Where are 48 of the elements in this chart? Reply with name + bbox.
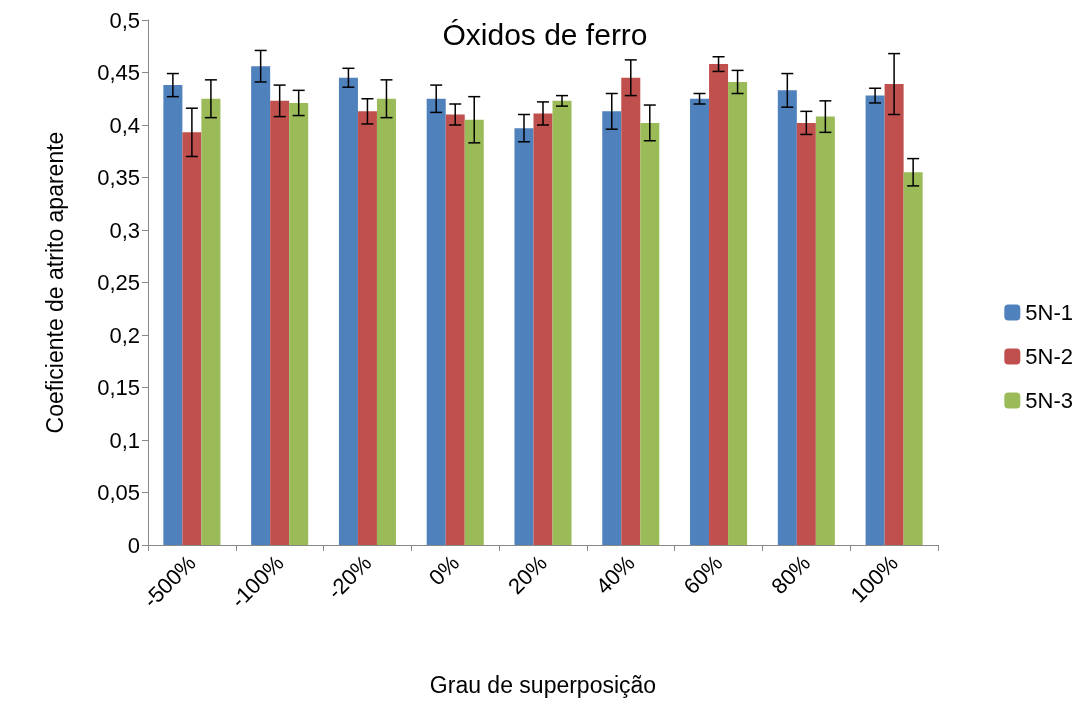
x-tick-label: 40% [590, 550, 640, 599]
y-tick-label: 0,2 [109, 322, 140, 348]
legend-label: 5N-2 [1025, 344, 1073, 369]
y-tick-label: 0,15 [97, 375, 140, 400]
bar [445, 114, 465, 545]
bar [796, 122, 816, 545]
bar [690, 98, 710, 545]
bar [182, 132, 202, 545]
bar [163, 85, 183, 545]
bar [640, 122, 660, 545]
bar [552, 100, 572, 545]
x-tick-label: 60% [678, 550, 728, 599]
bar [357, 111, 377, 545]
bar [464, 119, 484, 545]
y-tick-label: 0,45 [97, 60, 140, 85]
x-tick-label: 80% [766, 550, 816, 599]
bar [270, 100, 290, 545]
bar [903, 172, 923, 545]
bar [709, 64, 729, 545]
y-tick-label: 0,35 [97, 165, 140, 190]
y-tick-label: 0 [127, 532, 140, 558]
bar [201, 98, 221, 545]
bar [621, 77, 641, 545]
x-axis-title: Grau de superposição [429, 671, 657, 698]
bar [251, 66, 271, 545]
bar [728, 81, 748, 545]
y-tick-label: 0,05 [97, 480, 140, 505]
bar [289, 102, 309, 545]
bar [533, 113, 553, 545]
y-tick-label: 0,25 [97, 270, 140, 295]
bar [514, 128, 534, 545]
y-axis-title: Coeficiente de atrito aparente [41, 131, 68, 434]
y-tick-label: 0,5 [109, 7, 140, 33]
bar [777, 90, 797, 545]
y-tick-label: 0,4 [109, 112, 140, 138]
legend-label: 5N-1 [1025, 300, 1073, 325]
y-tick-label: 0,1 [109, 427, 140, 453]
bar [426, 98, 446, 545]
x-tick-label: 0% [423, 550, 465, 591]
y-tick-label: 0,3 [109, 217, 140, 243]
bar [602, 111, 622, 545]
legend-label: 5N-3 [1025, 388, 1073, 413]
bar [376, 98, 396, 545]
bar [815, 116, 835, 545]
chart-title: Óxidos de ferro [442, 17, 648, 51]
bar [338, 77, 358, 545]
bar [865, 95, 885, 545]
bar [884, 84, 904, 545]
